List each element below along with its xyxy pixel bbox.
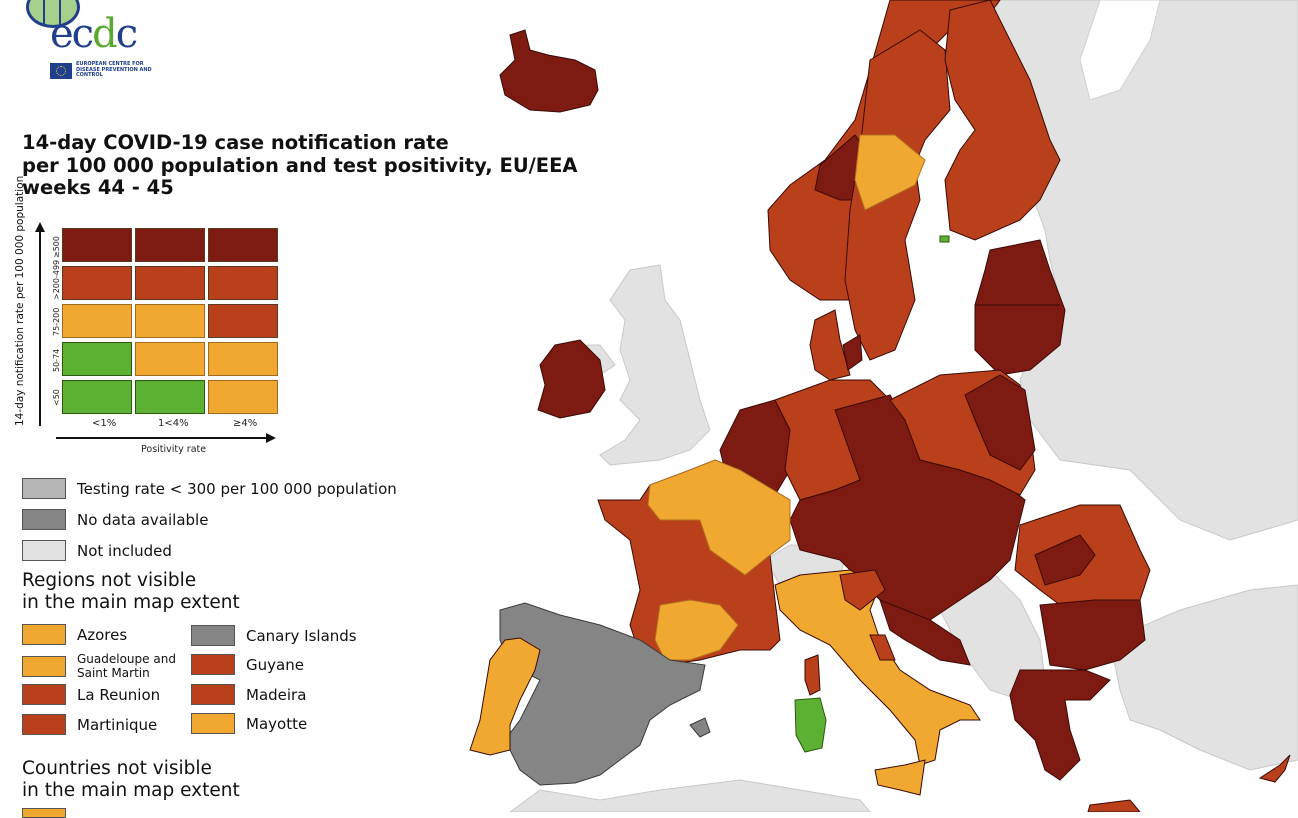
sweden: [844, 29, 951, 361]
matrix-cell-dark-red: [135, 228, 205, 262]
y-axis-arrow-icon: [35, 222, 45, 426]
matrix-x-axis-label: Positivity rate: [141, 444, 207, 455]
italy-north-east: [839, 569, 886, 611]
sweden-jamtland: [854, 134, 926, 211]
finland: [944, 0, 1061, 241]
x-tick: 1<4%: [158, 418, 189, 429]
baltics: [974, 239, 1066, 376]
poland-east: [964, 374, 1036, 471]
france-occitanie: [654, 599, 739, 661]
map-title: 14-day COVID-19 case notification rate p…: [22, 131, 578, 200]
y-tick: 50-74: [52, 348, 61, 372]
y-tick: >200-499: [52, 259, 61, 300]
legend-item-mayotte: Mayotte: [191, 713, 307, 734]
matrix-cell-red: [208, 304, 278, 338]
legend-item-madeira: Madeira: [191, 684, 306, 705]
romania-center: [1034, 534, 1096, 586]
legend-item-guadeloupe: Guadeloupe and Saint Martin: [22, 652, 187, 680]
croatia: [879, 599, 971, 666]
legend-item-guyane: Guyane: [191, 654, 304, 675]
legend-swatch: [22, 684, 66, 705]
france-north-east: [647, 459, 791, 576]
legend-swatch: [22, 714, 66, 735]
legend-swatch: [22, 624, 66, 645]
ecdc-logo: ecdc EUROPEAN CENTRE FOR DISEASE PREVENT…: [22, 0, 152, 82]
y-tick: <50: [52, 389, 61, 406]
portugal: [469, 637, 541, 756]
matrix-cell-orange: [135, 304, 205, 338]
legend-swatch: [22, 655, 66, 677]
denmark-zealand: [842, 334, 863, 371]
matrix-cell-red: [208, 266, 278, 300]
matrix-cell-orange: [208, 342, 278, 376]
bulgaria: [1039, 599, 1146, 671]
regions-heading: Regions not visible in the main map exte…: [22, 570, 240, 613]
logo-wordmark: ecdc: [50, 11, 138, 57]
x-tick: <1%: [92, 418, 117, 429]
legend-swatch: [22, 540, 66, 561]
denmark: [809, 309, 851, 381]
legend-swatch: [22, 478, 66, 499]
crete: [1087, 799, 1141, 812]
legend-item-not-included: Not included: [22, 540, 172, 561]
matrix-cell-green: [62, 342, 132, 376]
logo-subtitle: EUROPEAN CENTRE FOR DISEASE PREVENTION A…: [76, 61, 152, 79]
legend-swatch: [191, 684, 235, 705]
title-line-2: per 100 000 population and test positivi…: [22, 153, 578, 177]
legend-swatch: [191, 625, 235, 646]
matrix-cell-orange: [62, 304, 132, 338]
ireland: [537, 339, 606, 419]
cyprus: [1258, 754, 1291, 783]
matrix-cell-green: [135, 380, 205, 414]
matrix-y-axis-label: 14-day notification rate per 100 000 pop…: [14, 175, 26, 426]
legend-swatch: [191, 713, 235, 734]
title-line-3: weeks 44 - 45: [22, 176, 174, 199]
legend-swatch-country: [22, 808, 66, 818]
matrix-cell-dark-red: [208, 228, 278, 262]
legend-item-martinique: Martinique: [22, 714, 157, 735]
y-tick: ≥500: [52, 236, 61, 258]
greece: [1009, 669, 1111, 781]
sicily: [874, 759, 926, 796]
matrix-cell-red: [135, 266, 205, 300]
italy-abruzzo: [869, 634, 896, 661]
x-tick: ≥4%: [233, 418, 258, 429]
legend-item-testing-rate: Testing rate < 300 per 100 000 populatio…: [22, 478, 397, 499]
matrix-cell-red: [62, 266, 132, 300]
legend-swatch: [22, 509, 66, 530]
matrix-cell-orange: [208, 380, 278, 414]
corsica: [804, 654, 821, 696]
legend-item-canary-islands: Canary Islands: [191, 625, 357, 646]
spain: [499, 602, 706, 786]
legend-swatch: [191, 654, 235, 675]
matrix-cell-green: [62, 380, 132, 414]
countries-heading: Countries not visible in the main map ex…: [22, 758, 240, 801]
matrix-cell-orange: [135, 342, 205, 376]
balearic-islands: [689, 717, 711, 738]
x-axis-arrow-icon: [56, 433, 276, 443]
sardinia: [794, 697, 827, 753]
iceland: [499, 29, 599, 113]
risk-matrix: [62, 228, 280, 418]
y-tick: 75-200: [52, 307, 61, 336]
legend-item-no-data: No data available: [22, 509, 208, 530]
title-line-1: 14-day COVID-19 case notification rate: [22, 131, 449, 154]
legend-item-azores: Azores: [22, 624, 127, 645]
aland: [939, 235, 950, 243]
eu-flag-icon: [50, 63, 72, 79]
legend-item-la-reunion: La Reunion: [22, 684, 160, 705]
matrix-cell-dark-red: [62, 228, 132, 262]
